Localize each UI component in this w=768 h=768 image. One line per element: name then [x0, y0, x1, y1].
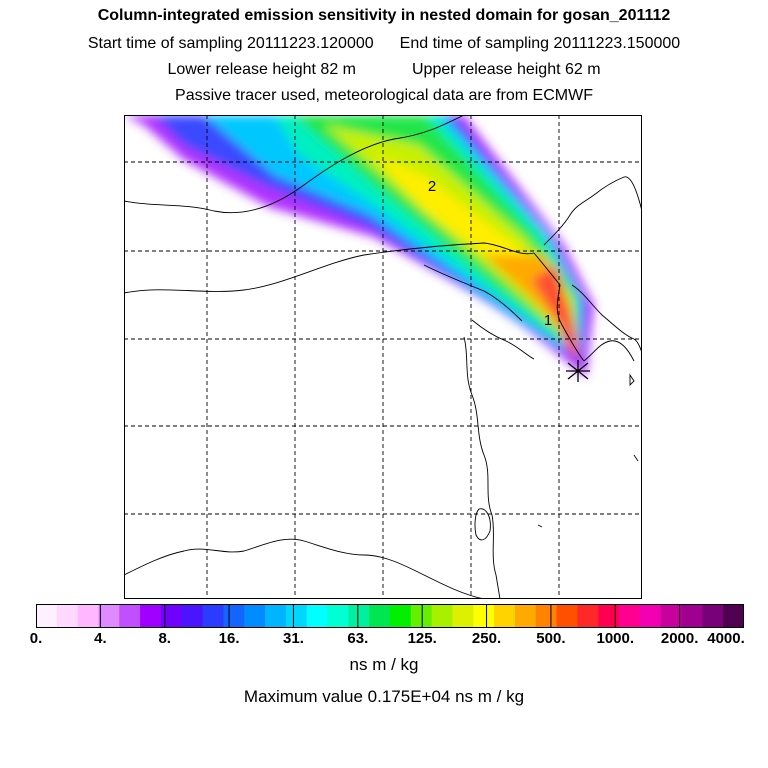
colorbar-cell	[77, 604, 99, 628]
colorbar-cell	[452, 604, 474, 628]
sensitivity-map: 1 2	[124, 115, 642, 599]
colorbar-cell	[660, 604, 683, 628]
colorbar-cell	[619, 604, 641, 628]
colorbar-tick-label: 4000.	[707, 630, 745, 647]
colorbar-cell	[160, 604, 183, 628]
plume	[124, 115, 594, 377]
colorbar-tick-label: 1000.	[596, 630, 635, 647]
colorbar-tick-label: 500.	[536, 630, 566, 647]
colorbar-tick-label: 125.	[407, 630, 437, 647]
colorbar-cell	[181, 604, 204, 628]
colorbar-cell	[56, 604, 79, 628]
colorbar-units: ns m / kg	[349, 655, 419, 674]
annotation-1: 1	[544, 312, 552, 329]
colorbar-cell	[639, 604, 662, 628]
colorbar-cell	[535, 604, 558, 628]
lower-release-label: Lower release height 82 m	[167, 61, 356, 78]
map-frame	[124, 115, 642, 599]
colorbar-tick-label: 31.	[283, 630, 304, 647]
colorbar-cell	[285, 604, 308, 628]
colorbar-cell	[140, 604, 162, 628]
tracer-note: Passive tracer used, meteorological data…	[175, 87, 593, 104]
colorbar-cell	[723, 604, 744, 628]
colorbar-cell	[244, 604, 266, 628]
grid-lines	[124, 115, 642, 599]
colorbar-cell	[410, 604, 433, 628]
colorbar-cell	[98, 604, 120, 628]
sampling-times: Start time of sampling 20111223.120000 En…	[0, 34, 768, 54]
colorbar-tick-label: 250.	[471, 630, 502, 647]
colorbar-cell	[514, 604, 537, 628]
colorbar-cell	[306, 604, 329, 628]
colorbar-tick-label: 63.	[347, 630, 369, 647]
colorbar-cell	[36, 604, 58, 628]
colorbar-cell	[494, 604, 516, 628]
colorbar-cell	[119, 604, 141, 628]
colorbar	[36, 604, 744, 628]
colorbar-cell	[702, 604, 724, 628]
colorbar-cell	[390, 604, 412, 628]
colorbar-cell	[265, 604, 287, 628]
start-time-label: Start time of sampling 20111223.120000	[87, 35, 374, 52]
end-time-label: End time of sampling 20111223.150000	[399, 35, 681, 52]
receptor-star-icon	[566, 360, 590, 382]
colorbar-cell	[369, 604, 391, 628]
colorbar-cell	[431, 604, 453, 628]
plot-title: Column-integrated emission sensitivity i…	[97, 7, 671, 24]
colorbar-tick-label: 2000.	[660, 630, 699, 647]
annotation-2: 2	[428, 178, 436, 195]
colorbar-cell	[577, 604, 599, 628]
upper-release-label: Upper release height 62 m	[412, 61, 601, 78]
colorbar-cell	[348, 604, 370, 628]
colorbar-cell	[327, 604, 349, 628]
colorbar-tick-label: 16.	[218, 630, 240, 647]
colorbar-cell	[598, 604, 620, 628]
release-heights: Lower release height 82 m Upper release h…	[0, 60, 768, 80]
coastlines	[124, 115, 642, 599]
colorbar-cell	[681, 604, 703, 628]
colorbar-cell	[223, 604, 245, 628]
colorbar-tick-label: 4.	[94, 630, 107, 647]
colorbar-cell	[556, 604, 578, 628]
maximum-value-label: Maximum value 0.175E+04 ns m / kg	[243, 687, 525, 706]
colorbar-tick-label: 0.	[29, 630, 43, 647]
colorbar-cell	[202, 604, 224, 628]
colorbar-tick-label: 8.	[158, 630, 171, 647]
colorbar-cell	[473, 604, 495, 628]
